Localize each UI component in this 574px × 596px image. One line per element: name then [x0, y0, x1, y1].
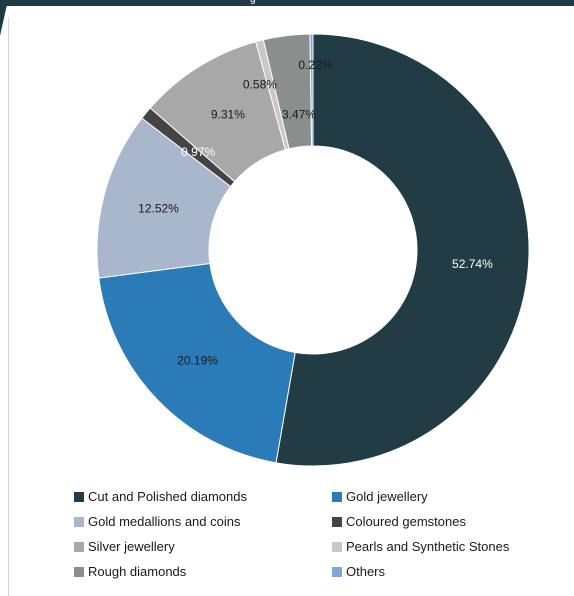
legend-item-cut-and-polished-diamonds: Cut and Polished diamonds [74, 488, 332, 505]
legend-swatch [332, 491, 342, 502]
header-band: g [0, 0, 574, 6]
legend-label: Others [346, 564, 386, 579]
data-label-pearls-and-synthetic-stones: 0.58% [243, 77, 277, 91]
slice-gold-jewellery [98, 262, 296, 464]
legend-label: Gold jewellery [346, 489, 428, 504]
legend-label: Silver jewellery [88, 539, 175, 554]
donut-chart: 52.74% 20.19% 12.52% 0.97% 9.31% 0.58% 3.47% 0.… [96, 33, 530, 467]
slice-cut-and-polished-diamonds [275, 33, 530, 467]
header-notch [0, 0, 8, 36]
legend-swatch [74, 516, 84, 527]
legend-label: Pearls and Synthetic Stones [346, 539, 510, 554]
chart-title-fragment: g [250, 0, 256, 6]
donut-slices [96, 33, 530, 467]
data-label-rough-diamonds: 3.47% [282, 108, 316, 122]
legend-item-rough-diamonds: Rough diamonds [74, 563, 332, 580]
legend-swatch [332, 541, 342, 552]
legend-swatch [332, 516, 342, 527]
legend-label: Cut and Polished diamonds [88, 489, 247, 504]
data-label-coloured-gemstones: 0.97% [181, 145, 215, 159]
legend-item-gold-medallions-and-coins: Gold medallions and coins [74, 513, 332, 530]
legend-item-coloured-gemstones: Coloured gemstones [332, 513, 564, 530]
slice-others [309, 33, 314, 147]
left-border [8, 18, 9, 596]
chart-legend: Cut and Polished diamonds Gold jewellery G… [74, 488, 564, 580]
legend-swatch [74, 541, 84, 552]
legend-label: Coloured gemstones [346, 514, 466, 529]
legend-item-others: Others [332, 563, 564, 580]
data-label-cut-and-polished-diamonds: 52.74% [452, 257, 493, 271]
legend-item-pearls-and-synthetic-stones: Pearls and Synthetic Stones [332, 538, 564, 555]
donut-labels: 52.74% 20.19% 12.52% 0.97% 9.31% 0.58% 3.47% 0.… [138, 58, 493, 368]
legend-label: Gold medallions and coins [88, 514, 241, 529]
legend-swatch [74, 491, 84, 502]
legend-swatch [74, 566, 84, 577]
legend-label: Rough diamonds [88, 564, 187, 579]
data-label-others: 0.22% [298, 58, 332, 72]
data-label-silver-jewellery: 9.31% [211, 108, 245, 122]
data-label-gold-jewellery: 20.19% [177, 354, 218, 368]
legend-item-gold-jewellery: Gold jewellery [332, 488, 564, 505]
data-label-gold-medallions-and-coins: 12.52% [138, 201, 179, 215]
legend-item-silver-jewellery: Silver jewellery [74, 538, 332, 555]
legend-swatch [332, 566, 342, 577]
